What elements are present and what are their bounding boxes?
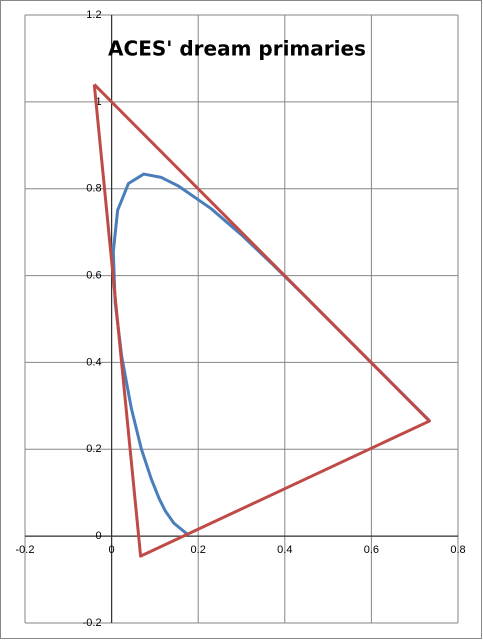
x-tick-label: 0.8 — [450, 544, 465, 556]
y-tick-label: 0.6 — [86, 269, 101, 281]
y-tick-label: 0.2 — [86, 443, 101, 455]
y-tick-label: 0.4 — [86, 356, 101, 368]
y-tick-label: 0.8 — [86, 183, 101, 195]
y-tick-label: 1 — [95, 96, 101, 108]
y-tick-label: 1.2 — [86, 9, 101, 21]
chart-title: ACES' dream primaries — [108, 37, 366, 61]
series-line — [92, 83, 431, 558]
x-tick-label: 0.6 — [364, 544, 379, 556]
x-tick-label: 0.4 — [277, 544, 292, 556]
x-tick-label: 0 — [109, 544, 115, 556]
x-tick-label: 0.2 — [191, 544, 206, 556]
y-tick-label: 0 — [95, 530, 101, 542]
y-tick-label: -0.2 — [83, 617, 102, 629]
x-tick-label: -0.2 — [16, 544, 35, 556]
